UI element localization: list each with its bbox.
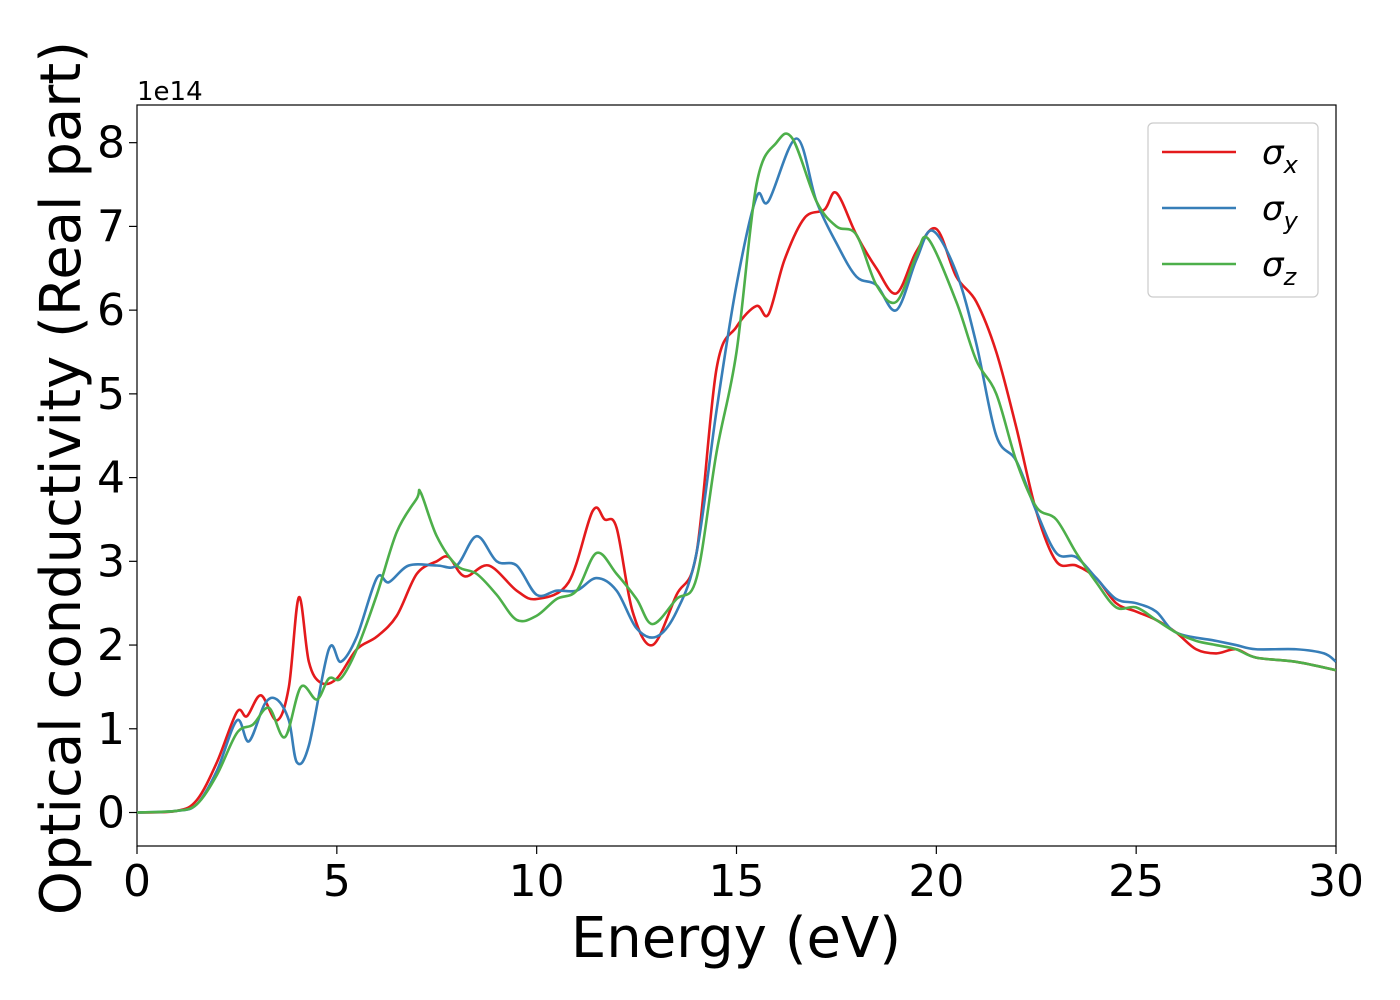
series-line-sigma-z [137, 132, 1336, 814]
x-axis-ticks: 0 5 10 15 20 25 30 [123, 846, 1364, 907]
y-tick-label: 7 [97, 201, 125, 252]
y-tick-label: 1 [97, 704, 125, 755]
y-offset-label: 1e14 [137, 77, 203, 107]
legend-box [1147, 122, 1319, 298]
y-tick-label: 6 [97, 285, 125, 336]
x-axis-label: Energy (eV) [571, 906, 901, 971]
x-tick-label: 25 [1108, 856, 1164, 907]
x-tick-label: 10 [509, 856, 565, 907]
plot-area [136, 104, 1337, 847]
y-tick-label: 0 [97, 788, 125, 839]
y-tick-label: 8 [97, 118, 125, 169]
y-tick-label: 3 [97, 536, 125, 587]
y-tick-label: 4 [97, 453, 125, 504]
x-tick-label: 20 [908, 856, 964, 907]
x-tick-label: 30 [1308, 856, 1364, 907]
x-tick-label: 0 [123, 856, 151, 907]
series-layer [137, 132, 1336, 814]
y-axis-label: Optical conductivity (Real part) [29, 41, 94, 915]
x-tick-label: 15 [709, 856, 765, 907]
y-tick-label: 5 [97, 369, 125, 420]
series-line-sigma-y [137, 137, 1336, 814]
y-axis-ticks: 0 1 2 3 4 5 6 7 8 [97, 118, 137, 839]
x-tick-label: 5 [323, 856, 351, 907]
y-tick-label: 2 [97, 620, 125, 671]
